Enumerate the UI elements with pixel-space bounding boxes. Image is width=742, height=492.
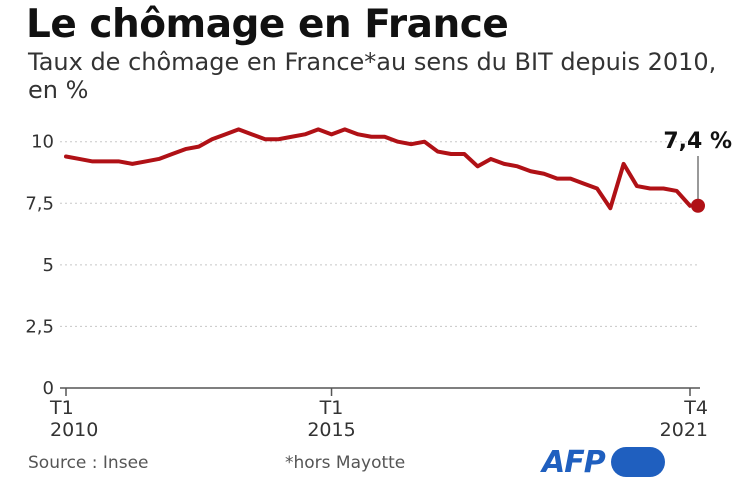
afp-logo-text: AFP (542, 444, 606, 480)
x-tick-label: T1 (319, 397, 344, 419)
y-tick-label: 0 (43, 378, 54, 399)
afp-logo: AFP (542, 444, 665, 480)
afp-logo-dot (610, 447, 665, 477)
chart-title: Le chômage en France (26, 2, 509, 47)
y-tick-label: 2,5 (25, 316, 54, 337)
last-point-marker (691, 198, 705, 213)
y-tick-label: 5 (43, 255, 54, 276)
y-tick-label: 7,5 (25, 193, 54, 214)
callout-label: 7,4 % (663, 129, 732, 154)
y-tick-label: 10 (31, 132, 54, 153)
x-tick-label: 2010 (50, 419, 98, 441)
x-tick-label: 2015 (307, 419, 355, 441)
footnote: *hors Mayotte (285, 453, 406, 473)
chart-subtitle: Taux de chômage en France*au sens du BIT… (28, 48, 717, 104)
series-line (64, 127, 692, 211)
x-tick-label: 2021 (660, 419, 708, 441)
x-tick-label: T1 (49, 397, 74, 419)
x-tick-label: T4 (683, 397, 708, 419)
source-note: Source : Insee (28, 453, 149, 473)
